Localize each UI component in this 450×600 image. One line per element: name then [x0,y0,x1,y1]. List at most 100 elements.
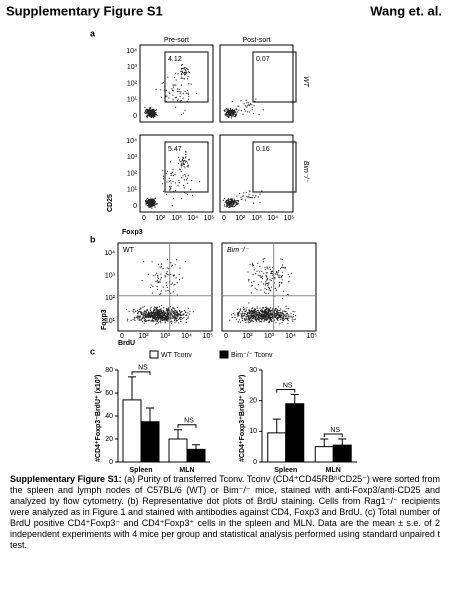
dot [282,319,284,321]
dot [171,321,173,323]
dot [164,322,166,324]
dot [227,108,229,110]
y-tick-label: 10² [127,170,138,177]
dot [198,181,201,183]
dot [182,175,184,177]
x-tick-label: 0 [120,333,124,340]
dot [174,309,176,311]
dot [143,261,145,263]
dot [146,204,148,207]
dot [153,110,155,112]
y-tick-label: 10⁴ [126,48,137,55]
dot [264,316,266,319]
dot [178,91,180,93]
dot [170,174,172,177]
dot [167,290,169,292]
dot [231,113,233,115]
dot [154,204,156,206]
dot [166,271,168,273]
dot [271,267,274,269]
dot [170,185,172,188]
dot [175,318,177,320]
dot [151,320,153,322]
dot [181,177,183,179]
dot [264,314,266,316]
dot [127,318,129,320]
dot [268,317,270,319]
dot [179,313,181,315]
dot [274,282,276,284]
dot [287,317,289,319]
dot [138,318,140,320]
dot [263,272,265,274]
dot [125,308,128,310]
dot [180,170,182,173]
dot [237,315,239,317]
dot [292,320,294,322]
dot [189,71,191,73]
dot [244,199,246,201]
dot [172,274,174,276]
dot [164,319,166,321]
dot [162,268,164,270]
dot [148,109,150,111]
dot [168,177,170,179]
dot [166,284,168,286]
dot [157,317,159,319]
error-bar [290,394,299,404]
bar [332,444,352,463]
dot [154,307,156,309]
plot-label: WT [123,247,135,254]
dot [155,317,157,319]
dot [254,319,256,321]
dot [237,200,239,203]
gate-value: 5.47 [168,146,182,153]
dot [264,291,266,293]
dot [251,312,253,314]
y-tick-label: 60 [105,390,113,397]
dot [245,319,247,321]
dot [282,290,285,292]
dot [249,320,251,322]
dot [242,315,244,317]
dot [172,168,174,171]
dot [156,109,158,111]
dot [154,312,156,314]
dot [229,112,231,114]
dot [178,318,180,321]
dot [160,273,162,275]
dot [182,277,184,279]
dot [137,309,139,311]
annotation: NS [283,382,293,389]
dot [251,104,253,106]
dot [148,206,150,209]
dot [251,307,253,309]
dot [256,306,258,308]
dot [185,150,187,152]
dot [174,182,176,184]
dot [260,275,262,277]
x-tick-label: 10⁴ [187,215,198,222]
dot [239,309,241,312]
dot [152,198,154,200]
dot [144,112,147,114]
dot [151,206,153,208]
dot [175,277,177,279]
dot [142,316,144,318]
dot [264,269,266,271]
gate [164,51,209,103]
dot [181,160,183,162]
error-bar [146,407,154,422]
dot [255,312,257,314]
dot [238,200,240,202]
x-tick-label: 10³ [160,333,171,340]
dot [173,84,175,86]
dot-plot [139,134,214,213]
y-tick-label: 10³ [127,64,138,71]
dot [263,320,265,322]
dot [266,277,269,279]
dot [267,312,269,314]
dot [246,106,248,108]
dot [149,199,151,201]
dot [252,321,254,323]
